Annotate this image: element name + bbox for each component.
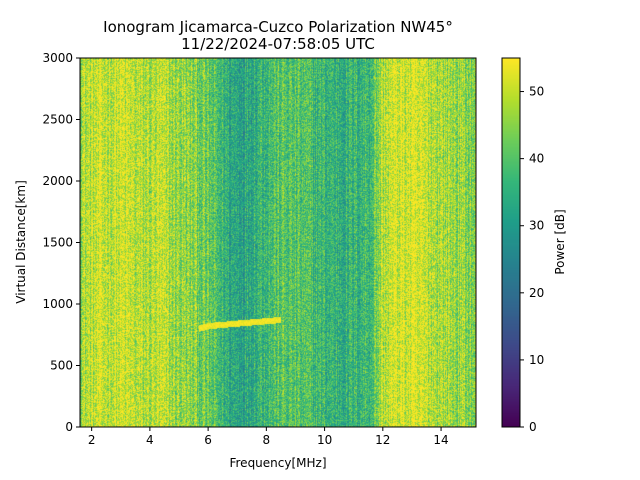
colorbar-label: Power [dB] [553,209,567,274]
colorbar-tick-label: 50 [529,85,544,99]
y-axis: 0 500 1000 1500 2000 2500 3000 [42,51,80,434]
y-tick-label: 2000 [42,174,73,188]
y-tick-label: 3000 [42,51,73,65]
colorbar-ticks: 0 10 20 30 40 50 [520,85,544,434]
colorbar-tick-label: 20 [529,286,544,300]
y-tick-label: 1500 [42,236,73,250]
y-tick-label: 1000 [42,297,73,311]
heatmap-image [80,58,476,427]
chart-subtitle: 11/22/2024-07:58:05 UTC [181,35,375,53]
colorbar-tick-label: 10 [529,353,544,367]
x-axis-label: Frequency[MHz] [229,456,326,470]
x-axis: 2 4 6 8 10 12 14 [88,427,449,447]
chart-title: Ionogram Jicamarca-Cuzco Polarization NW… [103,18,453,36]
y-tick-label: 2500 [42,113,73,127]
x-tick-label: 8 [263,433,271,447]
colorbar: 0 10 20 30 40 50 Power [dB] [501,57,567,434]
y-axis-label: Virtual Distance[km] [14,180,28,304]
x-tick-label: 2 [88,433,96,447]
colorbar-tick-label: 30 [529,219,544,233]
y-tick-label: 0 [65,420,73,434]
x-tick-label: 14 [433,433,448,447]
colorbar-tick-label: 0 [529,420,537,434]
colorbar-gradient [502,58,520,427]
x-tick-label: 10 [317,433,332,447]
x-tick-label: 6 [204,433,212,447]
y-tick-label: 500 [50,359,73,373]
colorbar-frame [501,57,521,428]
x-tick-label: 12 [375,433,390,447]
x-tick-label: 4 [146,433,154,447]
plot-area [79,57,477,428]
colorbar-tick-label: 40 [529,152,544,166]
